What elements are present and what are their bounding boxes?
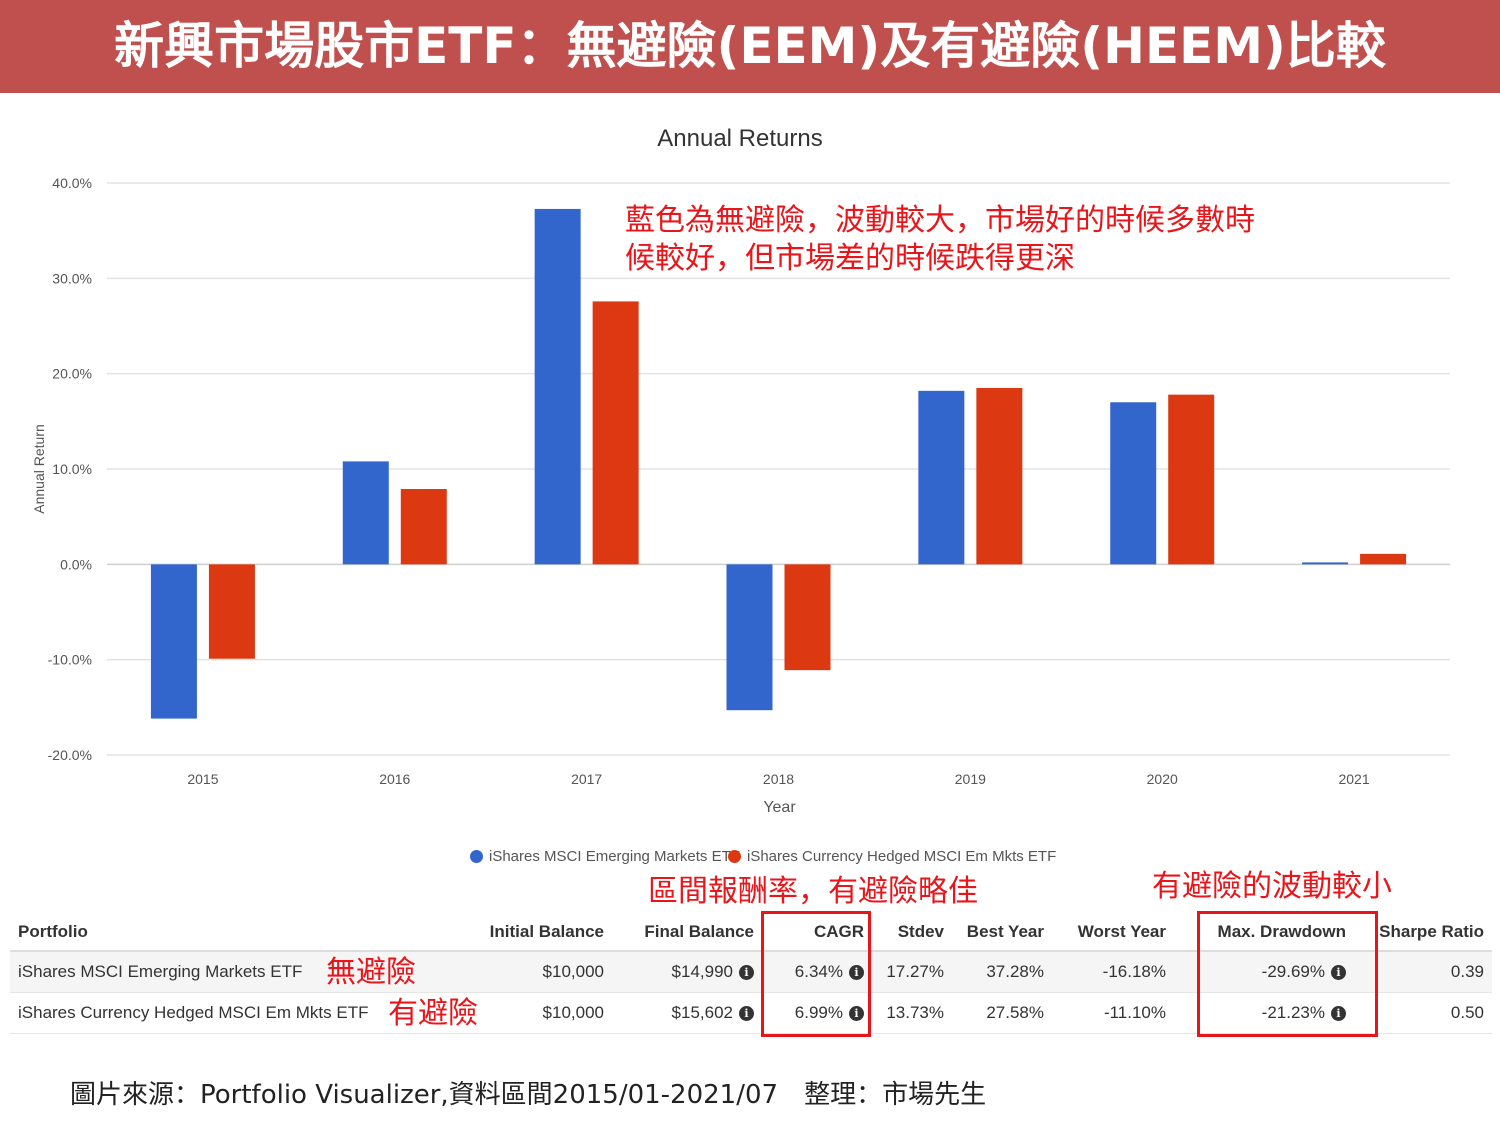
cell-drawdown: -29.69% i bbox=[1174, 951, 1354, 993]
cell-cagr-value: 6.34% bbox=[794, 962, 843, 981]
y-tick-label: -10.0% bbox=[48, 652, 92, 668]
x-tick-label: 2020 bbox=[1147, 771, 1178, 787]
cell-stdev: 13.73% bbox=[872, 992, 952, 1034]
y-axis-label: Annual Return bbox=[31, 424, 47, 514]
x-tick-label: 2021 bbox=[1338, 771, 1369, 787]
cell-initial: $10,000 bbox=[382, 992, 612, 1034]
col-best-year: Best Year bbox=[952, 914, 1052, 952]
col-worst-year: Worst Year bbox=[1052, 914, 1174, 952]
cell-cagr: 6.34% i bbox=[762, 951, 872, 993]
cell-portfolio[interactable]: iShares MSCI Emerging Markets ETF bbox=[10, 951, 382, 993]
cell-drawdown: -21.23% i bbox=[1174, 992, 1354, 1034]
legend-dot-series-2 bbox=[728, 850, 741, 863]
cell-final-value: $14,990 bbox=[671, 962, 733, 981]
info-icon[interactable]: i bbox=[849, 1006, 864, 1021]
cell-worst: -16.18% bbox=[1052, 951, 1174, 993]
col-initial-balance: Initial Balance bbox=[382, 914, 612, 952]
cell-final: $15,602 i bbox=[612, 992, 762, 1034]
cell-best: 27.58% bbox=[952, 992, 1052, 1034]
chart-legend: iShares MSCI Emerging Markets ETF iShare… bbox=[0, 845, 1500, 871]
x-tick-label: 2016 bbox=[379, 771, 410, 787]
cell-portfolio[interactable]: iShares Currency Hedged MSCI Em Mkts ETF bbox=[10, 992, 382, 1034]
info-icon[interactable]: i bbox=[1331, 965, 1346, 980]
y-tick-label: 30.0% bbox=[52, 270, 92, 286]
drawdown-note: 有避險的波動較小 bbox=[1152, 869, 1392, 904]
cell-stdev: 17.27% bbox=[872, 951, 952, 993]
source-footnote: 圖片來源：Portfolio Visualizer,資料區間2015/01-20… bbox=[70, 1080, 987, 1110]
y-tick-label: 10.0% bbox=[52, 461, 92, 477]
legend-label-series-2[interactable]: iShares Currency Hedged MSCI Em Mkts ETF bbox=[747, 848, 1057, 865]
bar-hedged-2019 bbox=[976, 387, 1023, 565]
col-portfolio: Portfolio bbox=[10, 914, 382, 952]
legend-dot-series-1 bbox=[470, 850, 483, 863]
x-axis-label: Year bbox=[763, 799, 796, 816]
bar-hedged-2018 bbox=[784, 564, 831, 671]
cell-best: 37.28% bbox=[952, 951, 1052, 993]
chart-title: Annual Returns bbox=[657, 125, 822, 152]
table-header-row: Portfolio Initial Balance Final Balance … bbox=[10, 914, 1492, 952]
cell-drawdown-value: -21.23% bbox=[1261, 1003, 1325, 1022]
bar-unhedged-2018 bbox=[726, 564, 773, 711]
x-tick-label: 2015 bbox=[187, 771, 218, 787]
bar-hedged-2017 bbox=[592, 301, 639, 565]
title-banner: 新興市場股市ETF：無避險(EEM)及有避險(HEEM)比較 bbox=[0, 0, 1500, 93]
blue-note-line-1: 藍色為無避險，波動較大，市場好的時候多數時 bbox=[625, 203, 1255, 238]
col-cagr: CAGR bbox=[762, 914, 872, 952]
bar-unhedged-2021 bbox=[1302, 562, 1349, 565]
info-icon[interactable]: i bbox=[849, 965, 864, 980]
col-final-balance: Final Balance bbox=[612, 914, 762, 952]
table-row: iShares MSCI Emerging Markets ETF $10,00… bbox=[10, 951, 1492, 993]
cell-drawdown-value: -29.69% bbox=[1261, 962, 1325, 981]
hedged-tag: 有避險 bbox=[388, 996, 478, 1031]
bar-unhedged-2019 bbox=[918, 390, 965, 565]
cell-final-value: $15,602 bbox=[671, 1003, 733, 1022]
legend-label-series-1[interactable]: iShares MSCI Emerging Markets ETF bbox=[489, 848, 740, 865]
col-max-drawdown: Max. Drawdown bbox=[1174, 914, 1354, 952]
blue-note-line-2: 候較好，但市場差的時候跌得更深 bbox=[625, 241, 1075, 276]
drawdown-highlight-box bbox=[1197, 911, 1378, 1037]
portfolio-stats-table: Portfolio Initial Balance Final Balance … bbox=[10, 914, 1492, 1034]
page-title: 新興市場股市ETF：無避險(EEM)及有避險(HEEM)比較 bbox=[114, 17, 1386, 75]
annual-returns-chart: Annual Returns 40.0% 30.0% 20.0% 10.0% 0.0% -1… bbox=[31, 125, 1450, 816]
bar-hedged-2016 bbox=[400, 489, 447, 565]
table-row: iShares Currency Hedged MSCI Em Mkts ETF… bbox=[10, 992, 1492, 1034]
bar-hedged-2020 bbox=[1168, 394, 1215, 565]
x-tick-label: 2019 bbox=[955, 771, 986, 787]
cell-worst: -11.10% bbox=[1052, 992, 1174, 1034]
cagr-note: 區間報酬率，有避險略佳 bbox=[648, 874, 978, 909]
y-tick-label: 0.0% bbox=[60, 556, 92, 572]
bar-hedged-2021 bbox=[1360, 553, 1407, 565]
bar-unhedged-2015 bbox=[150, 564, 197, 719]
cell-cagr: 6.99% i bbox=[762, 992, 872, 1034]
bar-unhedged-2016 bbox=[342, 461, 389, 565]
bar-unhedged-2017 bbox=[534, 208, 581, 565]
x-tick-label: 2018 bbox=[763, 771, 794, 787]
y-tick-label: -20.0% bbox=[48, 747, 92, 763]
x-tick-label: 2017 bbox=[571, 771, 602, 787]
cell-cagr-value: 6.99% bbox=[794, 1003, 843, 1022]
cell-initial: $10,000 bbox=[382, 951, 612, 993]
blue-volatility-note: 藍色為無避險，波動較大，市場好的時候多數時 候較好，但市場差的時候跌得更深 bbox=[625, 202, 1255, 278]
y-tick-label: 40.0% bbox=[52, 175, 92, 191]
y-tick-label: 20.0% bbox=[52, 366, 92, 382]
cell-final: $14,990 i bbox=[612, 951, 762, 993]
info-icon[interactable]: i bbox=[739, 965, 754, 980]
unhedged-tag: 無避險 bbox=[326, 955, 416, 990]
info-icon[interactable]: i bbox=[1331, 1006, 1346, 1021]
col-stdev: Stdev bbox=[872, 914, 952, 952]
cagr-highlight-box bbox=[761, 911, 871, 1037]
bar-hedged-2015 bbox=[208, 564, 255, 659]
bar-unhedged-2020 bbox=[1110, 402, 1157, 565]
info-icon[interactable]: i bbox=[739, 1006, 754, 1021]
